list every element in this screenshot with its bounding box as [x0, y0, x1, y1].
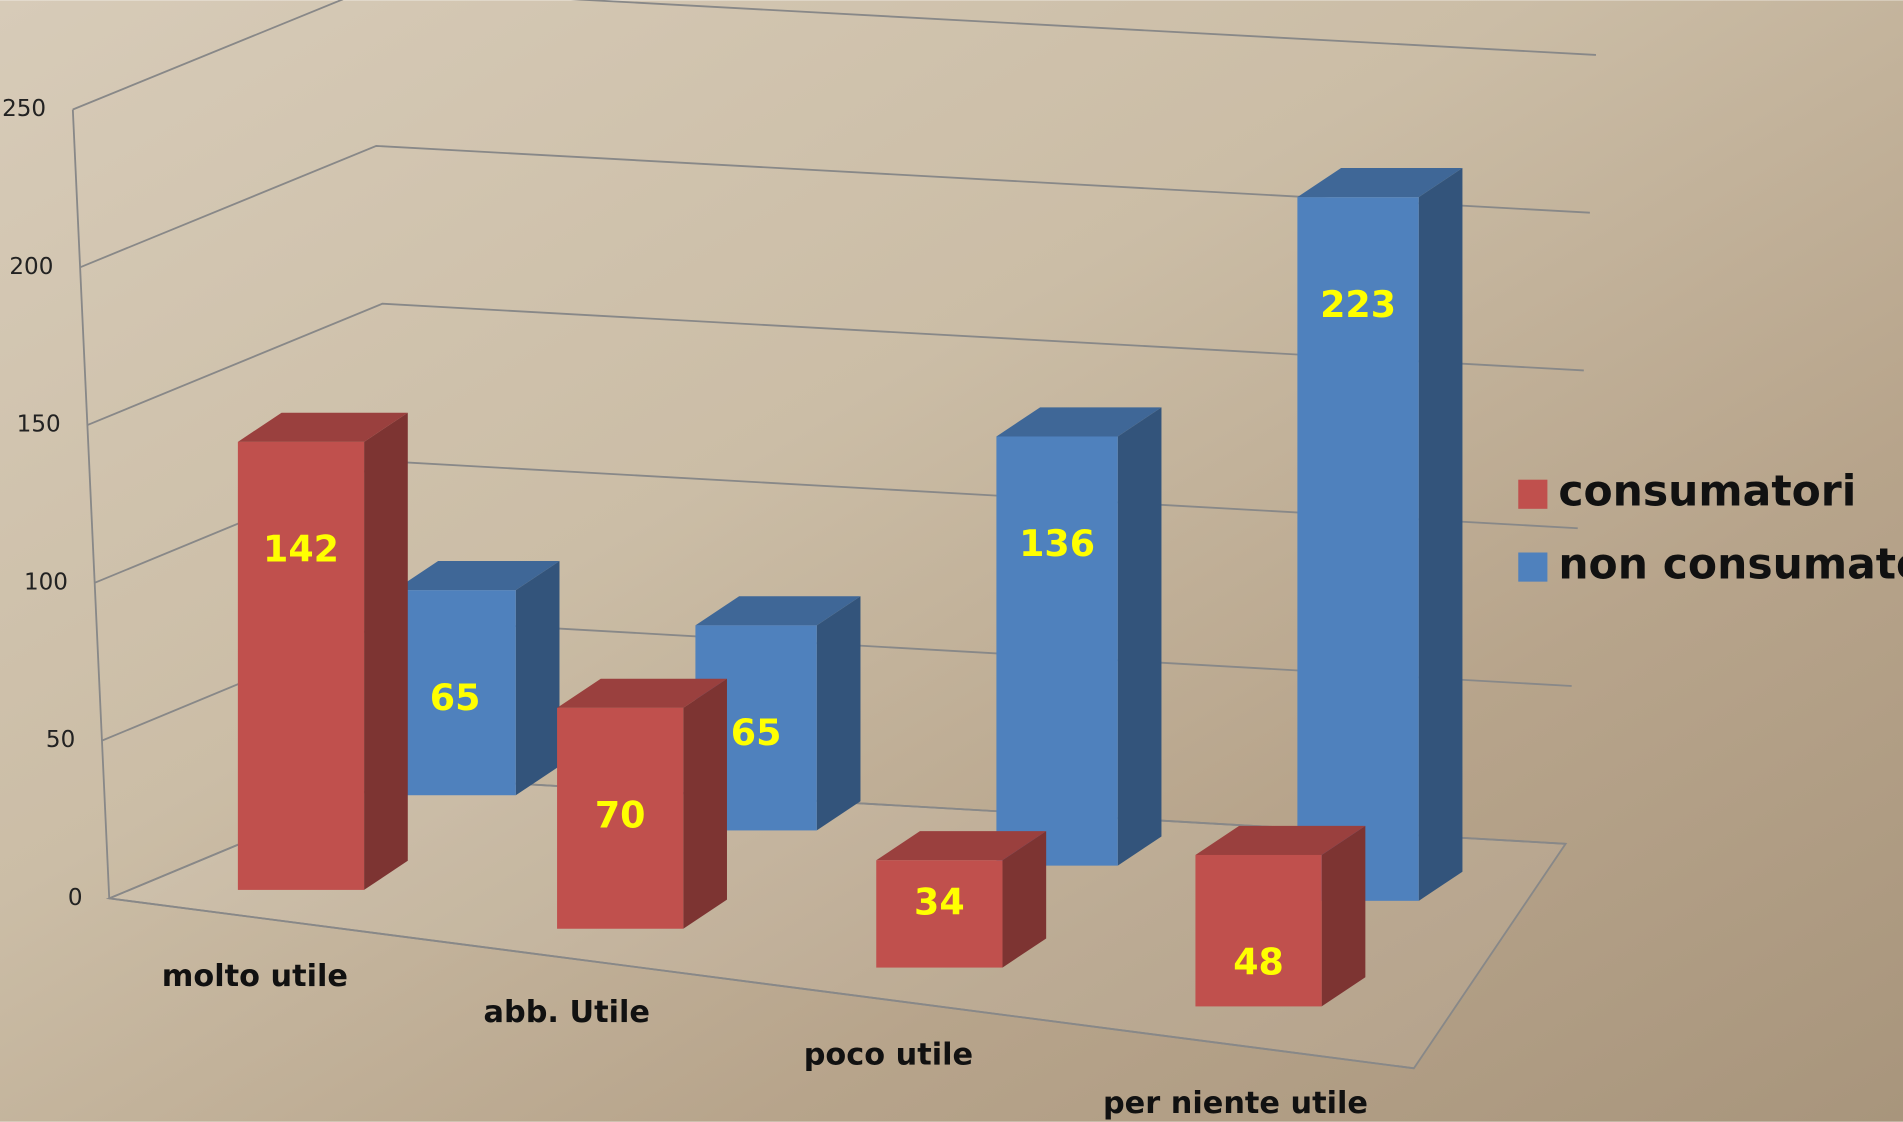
bar-top	[394, 561, 560, 591]
bar-side	[683, 678, 727, 929]
grid-line	[87, 302, 1584, 426]
bar	[1195, 854, 1322, 1007]
bar-side	[1117, 407, 1162, 866]
value-label: 65	[430, 676, 481, 719]
bar-top	[695, 596, 861, 626]
y-tick-label: 200	[9, 254, 53, 280]
value-label: 136	[1019, 522, 1095, 565]
bar	[1297, 197, 1419, 901]
bar-side	[1321, 825, 1366, 1007]
bar-side	[1002, 831, 1047, 968]
legend-swatch	[1518, 479, 1548, 509]
value-label: 70	[595, 794, 646, 837]
value-label: 142	[263, 528, 339, 571]
value-label: 65	[731, 711, 782, 754]
value-label: 34	[914, 880, 965, 923]
legend-label: non consumatori	[1558, 541, 1903, 590]
bar-top	[996, 407, 1162, 437]
bar	[557, 707, 684, 929]
y-tick-label: 100	[24, 569, 68, 595]
bar-top	[237, 412, 408, 442]
x-tick-label: poco utile	[804, 1038, 973, 1073]
bar-side	[364, 412, 408, 890]
legend-label: consumatori	[1558, 468, 1856, 517]
bar	[394, 590, 516, 796]
bar	[237, 441, 365, 890]
x-axis	[109, 897, 1415, 1070]
bar-top	[876, 831, 1047, 861]
y-tick-label: 150	[17, 412, 61, 438]
value-label: 223	[1320, 283, 1396, 326]
bar	[996, 436, 1118, 866]
bar-side	[1418, 168, 1463, 901]
bar-side	[816, 596, 861, 831]
bar-top	[1195, 825, 1366, 855]
value-label: 48	[1233, 941, 1284, 984]
x-tick-label: abb. Utile	[484, 995, 650, 1030]
grid-line	[79, 145, 1590, 269]
x-tick-label: per niente utile	[1103, 1086, 1368, 1121]
x-tick-label: molto utile	[162, 959, 348, 994]
y-tick-label: 50	[46, 727, 75, 753]
y-axis	[71, 109, 111, 899]
y-tick-label: 0	[68, 885, 83, 911]
bar	[876, 860, 1003, 968]
legend-swatch	[1518, 552, 1548, 582]
grid-line	[72, 0, 1596, 111]
bar-top	[557, 678, 727, 708]
y-tick-label: 250	[2, 96, 46, 122]
bar-side	[515, 561, 560, 796]
bar-top	[1297, 168, 1463, 198]
